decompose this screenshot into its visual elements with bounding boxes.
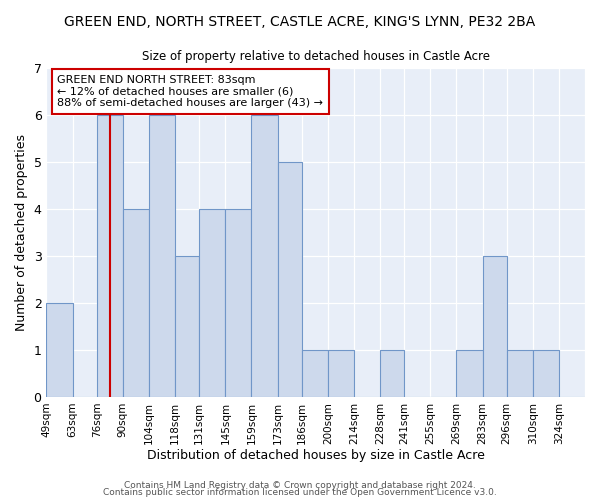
Bar bbox=[533, 350, 559, 397]
Bar bbox=[251, 116, 278, 397]
Y-axis label: Number of detached properties: Number of detached properties bbox=[15, 134, 28, 331]
Bar bbox=[278, 162, 302, 397]
Bar bbox=[149, 116, 175, 397]
Bar bbox=[328, 350, 354, 397]
Bar bbox=[97, 116, 123, 397]
Bar bbox=[46, 303, 73, 397]
Bar bbox=[380, 350, 404, 397]
Bar bbox=[482, 256, 507, 397]
Text: Contains public sector information licensed under the Open Government Licence v3: Contains public sector information licen… bbox=[103, 488, 497, 497]
Bar bbox=[457, 350, 482, 397]
Bar bbox=[199, 209, 226, 397]
Text: GREEN END NORTH STREET: 83sqm
← 12% of detached houses are smaller (6)
88% of se: GREEN END NORTH STREET: 83sqm ← 12% of d… bbox=[57, 75, 323, 108]
Text: GREEN END, NORTH STREET, CASTLE ACRE, KING'S LYNN, PE32 2BA: GREEN END, NORTH STREET, CASTLE ACRE, KI… bbox=[64, 15, 536, 29]
Title: Size of property relative to detached houses in Castle Acre: Size of property relative to detached ho… bbox=[142, 50, 490, 63]
Bar bbox=[123, 209, 149, 397]
Text: Contains HM Land Registry data © Crown copyright and database right 2024.: Contains HM Land Registry data © Crown c… bbox=[124, 480, 476, 490]
X-axis label: Distribution of detached houses by size in Castle Acre: Distribution of detached houses by size … bbox=[147, 450, 485, 462]
Bar bbox=[507, 350, 533, 397]
Bar bbox=[175, 256, 199, 397]
Bar bbox=[302, 350, 328, 397]
Bar bbox=[226, 209, 251, 397]
